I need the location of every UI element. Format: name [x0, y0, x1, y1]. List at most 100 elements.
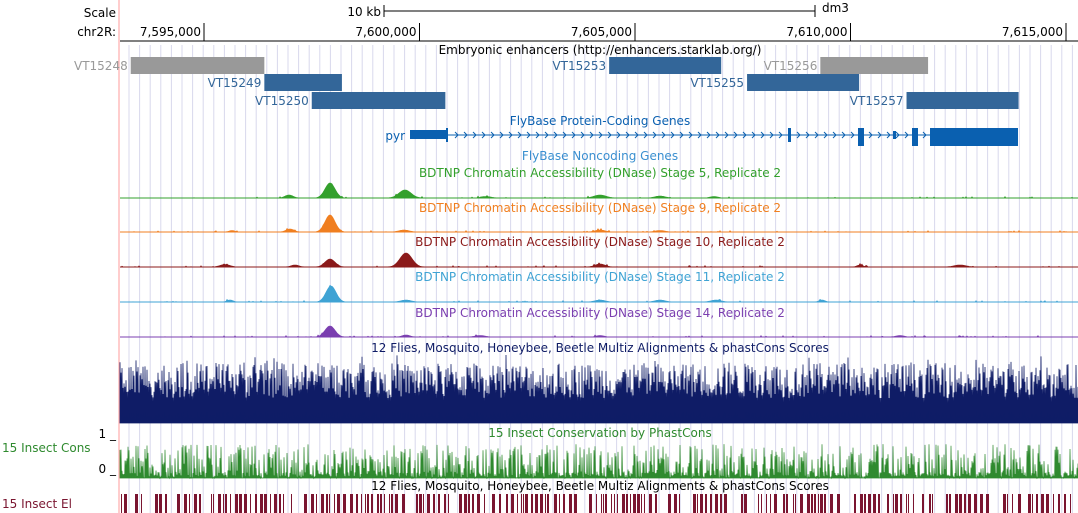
gene-pyr[interactable]: pyr — [385, 128, 1018, 146]
dnase-track-stage-4[interactable]: BDTNP Chromatin Accessibility (DNase) St… — [120, 270, 1078, 303]
conserved-element — [343, 494, 346, 513]
conserved-element — [710, 494, 712, 513]
strand-arrow — [769, 131, 774, 139]
conserved-element — [906, 494, 907, 513]
strand-arrow — [805, 131, 810, 139]
cons-side-label: 15 Insect Cons — [2, 441, 91, 455]
gene-exon — [410, 130, 447, 139]
conserved-element — [1046, 494, 1049, 513]
conserved-element — [574, 494, 577, 513]
conserved-element — [830, 494, 833, 513]
ruler[interactable]: Scale chr2R: 10 kb dm3 7,595,000 7,600,00… — [77, 1, 1078, 42]
ruler-tick-label: 7,610,000 — [786, 25, 847, 39]
conserved-element — [1036, 494, 1038, 513]
enhancers-track[interactable]: VT15248 VT15249 VT15250 VT15253 VT15255 VT152… — [74, 57, 1019, 109]
gene-exon — [446, 128, 448, 142]
strand-arrow — [688, 131, 693, 139]
enhancer-VT15255[interactable]: VT15255 — [690, 74, 860, 91]
cons-track[interactable] — [119, 444, 1078, 480]
strand-arrow — [715, 131, 720, 139]
strand-arrow — [841, 131, 846, 139]
conserved-element — [864, 494, 866, 513]
elements-track[interactable] — [121, 494, 1071, 513]
conserved-element — [614, 494, 615, 513]
strand-arrow — [481, 131, 486, 139]
conserved-element — [250, 494, 251, 513]
conserved-element — [511, 494, 514, 513]
conserved-element — [929, 494, 931, 513]
noncoding-track-title: FlyBase Noncoding Genes — [522, 149, 678, 163]
conserved-element — [641, 494, 642, 513]
conserved-element — [774, 494, 777, 513]
conserved-element — [356, 494, 358, 513]
strand-arrow — [652, 131, 657, 139]
dnase-track-stage-5[interactable]: BDTNP Chromatin Accessibility (DNase) St… — [120, 306, 1078, 338]
conserved-element — [523, 494, 524, 513]
conserved-element — [603, 494, 604, 513]
strand-arrow — [904, 131, 909, 139]
dnase-track-stage-3[interactable]: BDTNP Chromatin Accessibility (DNase) St… — [120, 235, 1078, 268]
conserved-element — [419, 494, 422, 513]
dnase-track-stage-1[interactable]: BDTNP Chromatin Accessibility (DNase) St… — [120, 166, 1078, 199]
conserved-element — [448, 494, 449, 513]
conserved-element — [329, 494, 330, 513]
conserved-element — [700, 494, 703, 513]
conserved-element — [824, 494, 826, 513]
conserved-element — [218, 494, 221, 513]
conserved-element — [807, 494, 810, 513]
conserved-element — [270, 494, 271, 513]
conserved-element — [1012, 494, 1013, 513]
enhancer-label: VT15250 — [255, 94, 309, 108]
dnase-track-stage-2[interactable]: BDTNP Chromatin Accessibility (DNase) St… — [120, 201, 1078, 233]
conserved-element — [223, 494, 224, 513]
conserved-element — [559, 494, 560, 513]
conserved-element — [350, 494, 353, 513]
conserved-element — [887, 494, 889, 513]
conserved-element — [589, 494, 592, 513]
dnase-track-title: BDTNP Chromatin Accessibility (DNase) St… — [419, 201, 781, 215]
dnase-tracks[interactable]: BDTNP Chromatin Accessibility (DNase) St… — [120, 166, 1078, 338]
strand-arrow — [589, 131, 594, 139]
conserved-element — [213, 494, 214, 513]
conserved-element — [964, 494, 966, 513]
conserved-element — [720, 494, 722, 513]
enhancer-VT15249[interactable]: VT15249 — [208, 74, 342, 91]
chrom-label: chr2R: — [77, 25, 116, 39]
conserved-element — [626, 494, 628, 513]
conserved-element — [1053, 494, 1054, 513]
strand-arrow — [778, 131, 783, 139]
strand-arrow — [517, 131, 522, 139]
strand-arrow — [751, 131, 756, 139]
assembly-label: dm3 — [822, 1, 849, 15]
conserved-element — [506, 494, 508, 513]
conserved-element — [384, 494, 385, 513]
multiz-track[interactable] — [119, 354, 1078, 424]
enhancer-VT15248[interactable]: VT15248 — [74, 57, 265, 74]
conserved-element — [715, 494, 718, 513]
conserved-element — [444, 494, 446, 513]
conserved-element — [766, 494, 767, 513]
conserved-element — [279, 494, 281, 513]
conserved-element — [468, 494, 470, 513]
conserved-element — [697, 494, 698, 513]
gene-name-label: pyr — [385, 129, 405, 143]
enhancer-VT15253[interactable]: VT15253 — [552, 57, 722, 74]
strand-arrow — [823, 131, 828, 139]
enhancer-VT15257[interactable]: VT15257 — [850, 92, 1019, 109]
conserved-element — [255, 494, 257, 513]
grid-lines — [128, 45, 1073, 513]
strand-arrow — [508, 131, 513, 139]
conserved-element — [165, 494, 167, 513]
enhancer-block — [130, 57, 265, 74]
strand-arrow — [616, 131, 621, 139]
strand-arrow — [796, 131, 801, 139]
conserved-element — [334, 494, 335, 513]
enhancer-label: VT15248 — [74, 59, 128, 73]
conserved-element — [601, 494, 602, 513]
conserved-element — [563, 494, 565, 513]
strand-arrow — [463, 131, 468, 139]
elements-track-title: 12 Flies, Mosquito, Honeybee, Beetle Mul… — [371, 479, 829, 493]
enhancer-VT15256[interactable]: VT15256 — [764, 57, 929, 74]
enhancer-VT15250[interactable]: VT15250 — [255, 92, 446, 109]
